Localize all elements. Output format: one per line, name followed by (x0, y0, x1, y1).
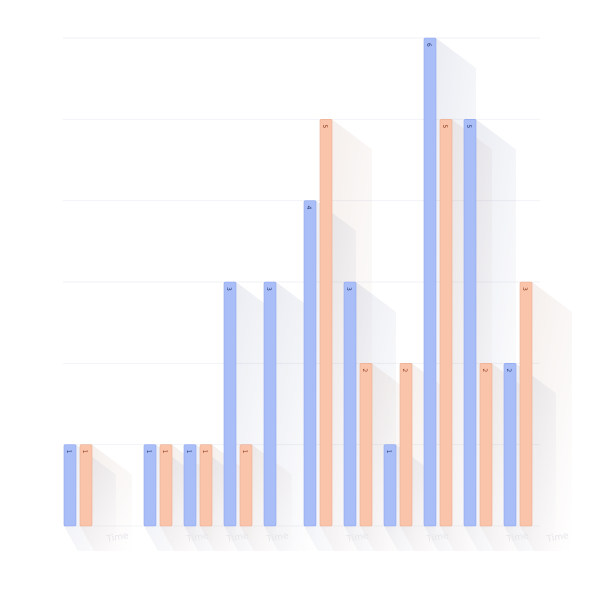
bar-series-1-7 (303, 200, 317, 527)
bar-series-2-8 (359, 363, 373, 527)
data-label: 5 (465, 124, 472, 128)
bar-series-1-4 (183, 444, 197, 527)
bar-series-1-12 (503, 363, 517, 527)
data-label: 1 (145, 450, 152, 454)
data-label: 3 (521, 287, 528, 291)
data-label: 3 (225, 287, 232, 291)
bar-shadow (520, 282, 572, 551)
bar-shadow (80, 444, 132, 551)
data-label: 1 (241, 450, 248, 454)
bar-series-2-9 (399, 363, 413, 527)
bar-series-2-10 (439, 119, 453, 527)
data-label: 2 (401, 368, 408, 372)
bar-series-1-6 (263, 281, 277, 527)
data-label: 4 (305, 206, 312, 210)
bars (63, 37, 533, 527)
x-tick-label: Time (545, 531, 570, 545)
bar-series-2-12 (519, 281, 533, 527)
data-label: 1 (81, 450, 88, 454)
bar-series-2-1 (79, 444, 93, 527)
bar-series-2-5 (239, 444, 253, 527)
data-label: 1 (161, 450, 168, 454)
x-tick-label: Time (345, 531, 370, 545)
data-label: 2 (361, 368, 368, 372)
data-label: 3 (265, 287, 272, 291)
data-label: 6 (425, 43, 432, 47)
bar-series-2-7 (319, 119, 333, 527)
bar-series-2-11 (479, 363, 493, 527)
x-tick-label: Time (505, 531, 530, 545)
bar-series-2-4 (199, 444, 213, 527)
x-tick-labels: Time Time Time Time Time Time Time Time (105, 531, 570, 545)
data-label: 1 (65, 450, 72, 454)
x-tick-label: Time (225, 531, 250, 545)
bar-shadows (64, 38, 572, 551)
data-label: 5 (441, 124, 448, 128)
bar-series-1-11 (463, 119, 477, 527)
x-tick-label: Time (185, 531, 210, 545)
gridlines (63, 37, 540, 527)
data-label: 1 (385, 450, 392, 454)
x-tick-label: Time (425, 531, 450, 545)
data-label: 5 (321, 124, 328, 128)
bar-series-1-3 (143, 444, 157, 527)
bar-series-1-10 (423, 37, 437, 527)
data-label: 1 (185, 450, 192, 454)
bar-series-1-8 (343, 281, 357, 527)
bar-series-1-1 (63, 444, 77, 527)
data-label: 3 (345, 287, 352, 291)
data-label: 2 (505, 368, 512, 372)
bar-shadow (264, 282, 316, 551)
bar-series-1-5 (223, 281, 237, 527)
data-label: 2 (481, 368, 488, 372)
bar-series-2-3 (159, 444, 173, 527)
x-tick-label: Time (265, 531, 290, 545)
data-label: 1 (201, 450, 208, 454)
bar-series-1-9 (383, 444, 397, 527)
data-labels: 1 1 1 1 1 1 3 1 3 4 5 3 2 1 2 6 5 5 2 2 3 (65, 43, 528, 454)
x-tick-label: Time (105, 531, 130, 545)
